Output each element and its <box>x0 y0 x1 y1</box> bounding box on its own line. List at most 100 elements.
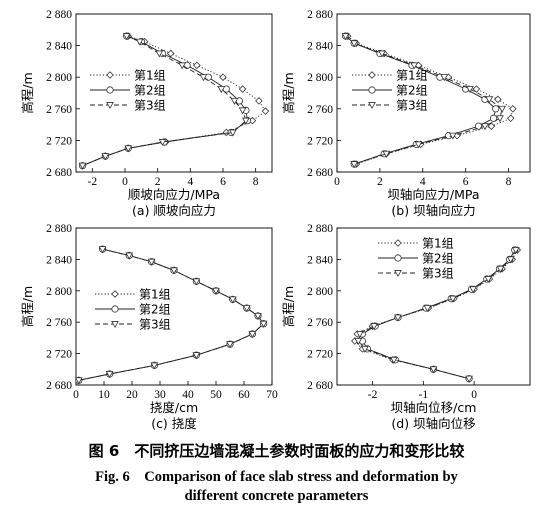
data-point <box>465 375 473 383</box>
series-line-3 <box>82 35 247 167</box>
data-point <box>485 96 494 104</box>
y-tick-label: 2 840 <box>46 254 72 266</box>
subplot-caption: (b) 坝轴向应力 <box>391 203 475 218</box>
chart-panel-2: 2 680 2 720 2 760 2 800 2 840 2 880 0 2 4 6 8 坝轴向应力… <box>281 9 531 218</box>
x-axis-title: 坝轴向应力/MPa <box>387 187 479 202</box>
legend-marker <box>394 239 402 247</box>
x-tick-label: 30 <box>154 389 166 401</box>
x-tick-label: 8 <box>253 176 259 188</box>
data-point <box>122 33 131 41</box>
data-point <box>254 312 262 320</box>
legend-label: 第1组 <box>422 237 454 251</box>
series-line-1 <box>347 35 514 165</box>
legend-marker <box>111 305 119 313</box>
x-axis-title: 坝轴向位移/cm <box>391 400 477 415</box>
y-tick-label: 2 680 <box>307 380 333 392</box>
y-tick-label: 2 760 <box>46 104 72 116</box>
data-point <box>135 38 144 46</box>
data-point <box>125 252 134 260</box>
y-tick-label: 2 840 <box>307 41 333 53</box>
data-point <box>226 341 234 349</box>
y-tick-label: 2 800 <box>46 286 72 298</box>
y-tick-label: 2 680 <box>307 167 333 179</box>
y-tick-label: 2 880 <box>307 223 333 235</box>
plot-frame <box>336 13 531 173</box>
data-point <box>511 247 520 255</box>
x-tick-label: -2 <box>88 176 98 188</box>
y-tick-label: 2 880 <box>46 9 72 21</box>
x-tick-label: 0 <box>73 389 79 401</box>
y-tick-label: 2 800 <box>307 286 333 298</box>
data-point <box>370 323 378 331</box>
data-point <box>382 150 391 158</box>
series-line-2 <box>345 35 497 165</box>
data-point <box>219 73 227 81</box>
y-tick-label: 2 840 <box>46 41 72 53</box>
data-point <box>98 246 107 254</box>
data-point <box>261 107 270 115</box>
y-tick-label: 2 760 <box>307 104 333 116</box>
legend-label: 第1组 <box>396 69 428 83</box>
data-point <box>423 305 432 313</box>
y-tick-label: 2 840 <box>307 254 333 266</box>
data-point <box>192 278 201 286</box>
x-tick-label: 0 <box>334 176 340 188</box>
data-point <box>74 377 83 385</box>
data-point <box>230 97 239 105</box>
data-point <box>448 132 457 140</box>
y-axis-title: 高程/m <box>20 72 35 113</box>
legend-marker <box>368 71 376 79</box>
legend-label: 第2组 <box>139 303 171 317</box>
data-point <box>489 114 498 122</box>
y-tick-label: 2 680 <box>46 167 72 179</box>
x-tick-label: 70 <box>266 389 278 401</box>
legend-marker <box>368 86 376 94</box>
subplot-caption: (a) 顺坡向应力 <box>132 203 216 218</box>
plot-frame <box>75 227 273 386</box>
y-tick-label: 2 760 <box>46 317 72 329</box>
series-line-1 <box>354 249 518 380</box>
legend-marker <box>111 290 119 298</box>
legend-label: 第1组 <box>139 288 171 302</box>
data-point <box>494 95 502 104</box>
x-tick-label: 2 <box>155 176 161 188</box>
subplot-caption: (d) 坝轴向位移 <box>391 416 475 431</box>
data-point <box>394 314 402 322</box>
legend-marker <box>106 102 114 110</box>
x-tick-label: -2 <box>368 389 378 401</box>
data-point <box>481 123 489 131</box>
y-tick-label: 2 720 <box>46 349 72 361</box>
data-point <box>390 356 398 364</box>
data-point <box>496 115 504 123</box>
figure-caption-english-line1: Fig. 6 Comparison of face slab stress an… <box>95 469 458 485</box>
plot-frame <box>336 227 531 386</box>
data-point <box>124 145 133 153</box>
legend-label: 第2组 <box>134 84 166 98</box>
x-tick-label: 2 <box>377 176 383 188</box>
x-tick-label: 40 <box>182 389 194 401</box>
data-point <box>410 62 419 70</box>
data-point <box>492 105 500 113</box>
data-point <box>178 62 187 70</box>
data-point <box>448 295 457 303</box>
data-point <box>466 86 474 94</box>
data-point <box>484 276 493 284</box>
data-point <box>166 49 175 58</box>
x-axis-title: 挠度/cm <box>150 400 198 415</box>
y-axis-title: 高程/m <box>20 286 35 327</box>
data-point <box>255 97 263 105</box>
legend-marker <box>111 321 119 329</box>
legend-label: 第2组 <box>396 84 428 98</box>
y-tick-label: 2 880 <box>307 9 333 21</box>
data-point <box>192 352 201 360</box>
x-tick-label: -1 <box>419 389 429 401</box>
data-point <box>355 331 364 338</box>
legend-label: 第3组 <box>139 318 171 332</box>
data-point <box>509 105 517 113</box>
data-point <box>350 161 359 169</box>
legend-label: 第3组 <box>422 267 454 281</box>
data-point <box>472 85 481 93</box>
figure-caption-chinese: 图 6 不同挤压边墙混凝土参数时面板的应力和变形比较 <box>88 442 465 460</box>
series-line-3 <box>78 248 265 381</box>
legend-marker <box>394 254 402 262</box>
